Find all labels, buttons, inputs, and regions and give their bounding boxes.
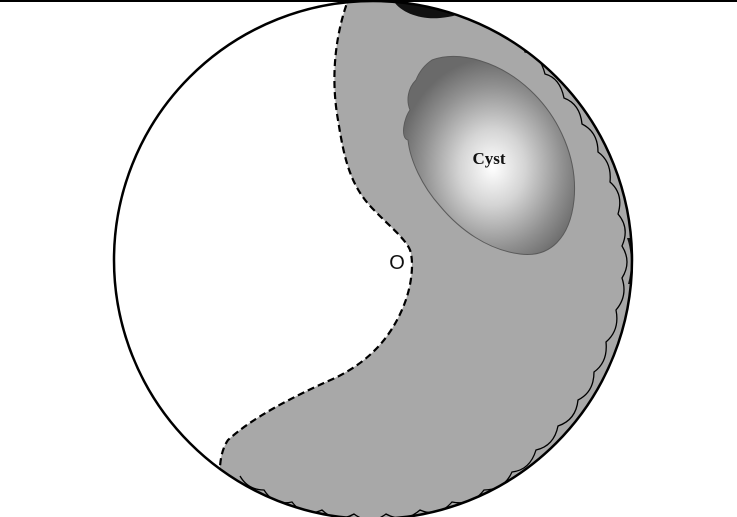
shaded-region <box>219 1 632 517</box>
scalloped-wall <box>239 27 628 517</box>
cyst-shape <box>403 56 576 255</box>
shaded-region-dashed-boundary <box>218 1 414 517</box>
outer-circle <box>112 0 634 517</box>
origin-label: O <box>389 252 405 274</box>
cyst-label: Cyst <box>472 149 505 168</box>
